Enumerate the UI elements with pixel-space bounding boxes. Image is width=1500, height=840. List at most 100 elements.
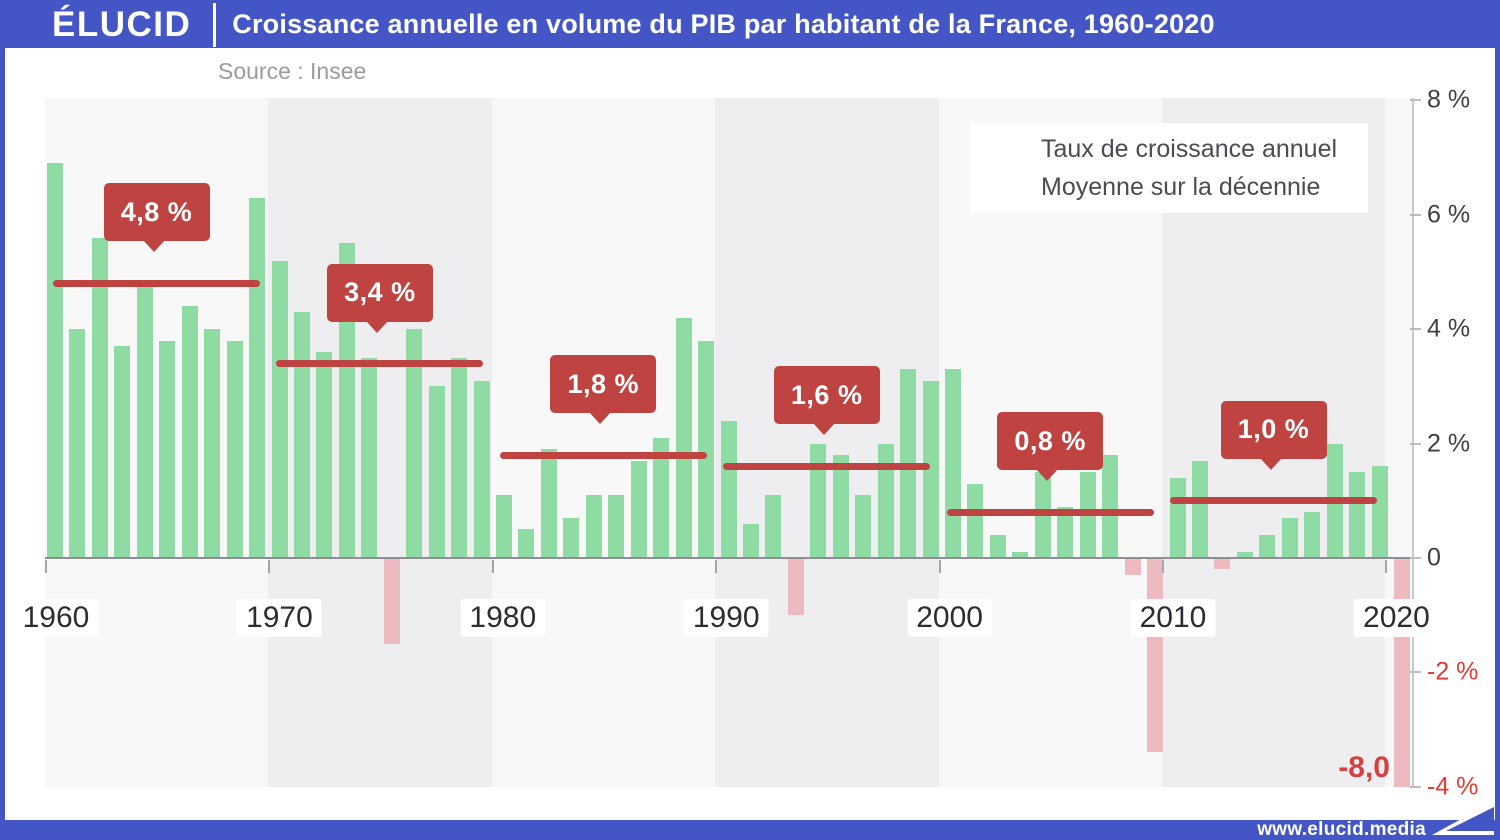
- bar-2009: [1147, 558, 1164, 753]
- decade-average-line: [499, 451, 707, 459]
- header-bar: ÉLUCID Croissance annuelle en volume du …: [0, 0, 1500, 48]
- plot-area: 4,8 % 3,4 % 1,8 % 1,6 % 0,8 % 1,0 %: [45, 98, 1412, 787]
- elucid-flag-icon: [1432, 793, 1494, 840]
- bar-1980: [496, 495, 512, 558]
- y-tick-label: 2 %: [1427, 429, 1471, 458]
- bar-1989: [698, 340, 715, 558]
- footer-bar: [0, 820, 1500, 840]
- bar-1966: [181, 306, 198, 558]
- decade-average-callout: 3,4 %: [326, 263, 433, 322]
- bar-1964: [136, 283, 153, 558]
- bar-1982: [540, 449, 557, 558]
- legend-label-growth: Taux de croissance annuel: [1041, 134, 1338, 163]
- y-tick: [1410, 213, 1421, 216]
- bar-2020: [1394, 558, 1410, 787]
- y-tick: [1410, 557, 1421, 559]
- legend-line-swatch: [988, 183, 1026, 191]
- decade-average-line: [53, 279, 260, 287]
- legend-item-average: Moyenne sur la décennie: [988, 173, 1368, 202]
- y-tick: [1410, 442, 1421, 445]
- frame-right-border: [1495, 0, 1500, 840]
- bar-2015: [1281, 517, 1298, 558]
- zero-baseline: [45, 557, 1412, 559]
- x-tick: [938, 560, 941, 573]
- x-tick: [1385, 560, 1388, 573]
- bar-2005: [1057, 506, 1074, 558]
- bar-1986: [630, 460, 647, 558]
- x-tick: [715, 560, 718, 573]
- bar-2002: [989, 535, 1006, 558]
- bar-2013: [1236, 552, 1253, 558]
- y-tick: [1410, 785, 1421, 788]
- bar-1962: [91, 237, 108, 558]
- decade-average-callout: 0,8 %: [997, 412, 1104, 471]
- decade-average-callout: 1,0 %: [1220, 400, 1327, 459]
- x-tick-label: 2020: [1354, 599, 1439, 637]
- bar-1967: [204, 329, 221, 558]
- bar-1974: [361, 357, 378, 558]
- x-tick-label: 1990: [683, 599, 769, 637]
- x-tick: [45, 560, 47, 573]
- header-divider: [213, 3, 217, 47]
- legend-item-growth: Taux de croissance annuel: [988, 135, 1368, 164]
- decade-average-callout: 1,8 %: [550, 355, 657, 414]
- legend-label-average: Moyenne sur la décennie: [1041, 172, 1321, 201]
- bar-1963: [114, 346, 131, 558]
- x-tick-label: 2010: [1130, 599, 1216, 637]
- y-tick-label: 0: [1427, 543, 1441, 572]
- x-tick: [1162, 560, 1164, 573]
- bar-1987: [653, 437, 670, 558]
- bar-2014: [1259, 535, 1276, 558]
- page-title: Croissance annuelle en volume du PIB par…: [232, 8, 1215, 39]
- bar-1976: [406, 329, 423, 558]
- bar-1994: [810, 443, 827, 558]
- decade-average-line: [723, 462, 931, 470]
- y-tick-label: -4 %: [1427, 772, 1479, 801]
- bar-1970: [271, 260, 288, 558]
- bar-1993: [787, 558, 804, 616]
- x-tick-label: 1970: [237, 599, 322, 637]
- bar-1961: [69, 329, 86, 558]
- x-tick: [268, 560, 271, 573]
- bar-1972: [316, 352, 333, 558]
- callout-pointer: [365, 320, 388, 333]
- bar-1995: [832, 455, 849, 558]
- bar-1971: [293, 312, 310, 558]
- bar-2012: [1214, 558, 1231, 570]
- y-tick-label: -2 %: [1427, 657, 1479, 686]
- legend-bar-swatch: [988, 139, 1026, 160]
- bar-1975: [383, 558, 400, 644]
- decade-average-callout: 1,6 %: [773, 366, 880, 425]
- y-tick: [1410, 99, 1421, 102]
- bar-1988: [675, 317, 692, 558]
- footer-url: www.elucid.media: [1257, 819, 1426, 840]
- bar-1984: [585, 495, 602, 558]
- decade-average-line: [946, 508, 1154, 516]
- bar-1990: [720, 420, 737, 558]
- bar-2000: [945, 369, 961, 558]
- bar-2016: [1304, 512, 1321, 558]
- y-tick: [1410, 328, 1421, 331]
- annotation-2020-value: -8,0: [1338, 751, 1390, 784]
- callout-pointer: [1036, 469, 1059, 482]
- callout-pointer: [589, 412, 612, 425]
- bar-2008: [1124, 558, 1141, 576]
- decade-average-callout: 4,8 %: [103, 183, 210, 242]
- bar-1997: [877, 443, 894, 558]
- bar-1968: [226, 340, 243, 558]
- bar-1999: [922, 380, 939, 558]
- x-tick-label: 1980: [460, 599, 546, 637]
- callout-pointer: [812, 423, 835, 436]
- bar-1979: [473, 380, 490, 558]
- bar-1985: [608, 495, 625, 558]
- callout-pointer: [142, 240, 165, 253]
- legend-box: Taux de croissance annuel Moyenne sur la…: [970, 123, 1368, 213]
- bar-1981: [518, 529, 535, 558]
- x-tick-label: 2000: [907, 599, 992, 637]
- bar-1992: [765, 495, 782, 558]
- frame-left-border: [0, 0, 5, 840]
- bar-1977: [428, 386, 445, 558]
- bar-1973: [338, 243, 355, 558]
- y-axis-line: [1412, 98, 1414, 787]
